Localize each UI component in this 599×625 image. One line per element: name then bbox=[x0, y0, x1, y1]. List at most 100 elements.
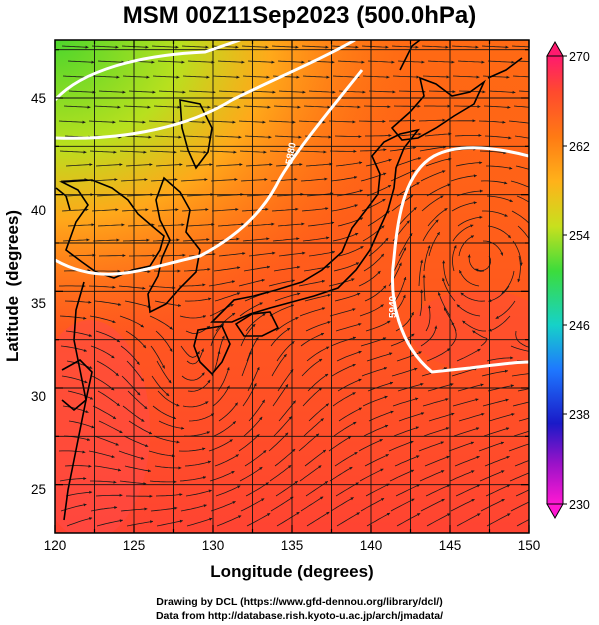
streamline bbox=[426, 183, 451, 197]
streamline bbox=[420, 325, 437, 347]
streamline bbox=[452, 245, 457, 272]
streamline-arrow bbox=[179, 493, 183, 497]
streamline-arrow bbox=[112, 285, 116, 289]
streamline-arrow bbox=[480, 383, 484, 387]
colorbar-tick-label: 238 bbox=[569, 408, 590, 422]
streamline bbox=[240, 179, 268, 182]
streamline-arrow bbox=[387, 105, 391, 109]
streamline bbox=[275, 480, 299, 497]
streamline-arrow bbox=[538, 171, 541, 174]
streamline bbox=[338, 407, 363, 422]
streamline bbox=[482, 399, 509, 407]
streamline-arrow bbox=[443, 367, 448, 371]
streamline-arrow bbox=[83, 150, 87, 154]
streamline-arrow bbox=[114, 178, 118, 182]
streamline bbox=[154, 300, 181, 307]
streamline-arrow bbox=[411, 312, 414, 316]
streamline bbox=[298, 280, 325, 287]
streamline-arrow bbox=[301, 222, 305, 226]
streamline-arrow bbox=[239, 163, 243, 167]
streamline bbox=[483, 427, 510, 437]
colorbar-tick-label: 246 bbox=[569, 319, 590, 333]
streamline-arrow bbox=[383, 367, 387, 370]
streamline-arrow bbox=[361, 60, 365, 64]
streamline-arrow bbox=[235, 45, 239, 49]
streamline bbox=[244, 135, 272, 138]
streamline-arrow bbox=[389, 352, 393, 356]
streamline-arrow bbox=[237, 485, 241, 489]
streamline bbox=[367, 382, 394, 392]
streamline bbox=[121, 45, 149, 48]
streamline bbox=[422, 219, 439, 242]
streamline-arrow bbox=[182, 90, 186, 94]
streamline-arrow bbox=[146, 75, 150, 79]
streamline-arrow bbox=[149, 494, 153, 498]
streamline bbox=[63, 105, 91, 108]
streamline-arrow bbox=[358, 378, 362, 382]
streamline-arrow bbox=[536, 427, 539, 430]
streamline-arrow bbox=[136, 361, 140, 365]
streamline bbox=[60, 179, 88, 182]
streamline-arrow bbox=[264, 178, 268, 182]
streamline-arrow bbox=[420, 259, 424, 263]
streamline bbox=[64, 465, 92, 467]
streamline-arrow bbox=[121, 223, 125, 227]
streamline bbox=[188, 90, 216, 93]
streamline-arrow bbox=[352, 120, 356, 124]
streamline bbox=[365, 483, 390, 497]
streamline bbox=[363, 253, 385, 272]
streamline bbox=[155, 493, 183, 497]
streamline bbox=[187, 379, 211, 392]
streamline bbox=[187, 223, 215, 227]
streamline bbox=[451, 202, 477, 212]
streamline-arrow bbox=[391, 60, 395, 64]
streamline-arrow bbox=[475, 45, 479, 49]
streamline-arrow bbox=[178, 135, 182, 139]
streamline-arrow bbox=[500, 441, 504, 445]
streamline bbox=[361, 367, 388, 377]
streamline bbox=[454, 105, 481, 107]
streamline bbox=[336, 512, 360, 527]
streamline-arrow bbox=[236, 75, 240, 79]
streamline bbox=[306, 511, 330, 527]
streamline-arrow bbox=[354, 176, 358, 179]
streamline bbox=[302, 387, 323, 407]
streamline bbox=[330, 176, 358, 182]
colorbar-min-arrow bbox=[546, 503, 564, 520]
streamline-arrow bbox=[332, 90, 336, 94]
streamline-arrow bbox=[502, 120, 506, 124]
streamline-arrow bbox=[359, 161, 363, 165]
colorbar-bar bbox=[546, 55, 564, 505]
streamline-arrow bbox=[83, 477, 87, 481]
streamline bbox=[149, 480, 177, 483]
streamline bbox=[212, 75, 240, 78]
streamline-arrow bbox=[413, 207, 417, 211]
streamline-arrow bbox=[256, 367, 260, 371]
streamline bbox=[360, 172, 387, 182]
streamline-arrow bbox=[230, 304, 234, 307]
streamline-arrow bbox=[536, 456, 539, 459]
streamline bbox=[151, 209, 179, 212]
streamline bbox=[448, 441, 475, 452]
streamline-arrow bbox=[532, 122, 535, 125]
x-tick-label: 150 bbox=[518, 538, 541, 553]
streamline bbox=[269, 304, 295, 317]
streamline bbox=[152, 405, 177, 419]
streamline bbox=[91, 45, 119, 48]
streamline-arrow bbox=[320, 418, 324, 422]
streamline-arrow bbox=[292, 400, 296, 404]
streamline bbox=[452, 398, 479, 407]
streamline-arrow bbox=[272, 251, 276, 255]
streamline bbox=[517, 60, 529, 62]
streamline bbox=[97, 60, 125, 63]
streamline-arrow bbox=[176, 238, 180, 242]
streamline bbox=[92, 239, 120, 242]
streamline bbox=[517, 255, 521, 283]
streamline-arrow bbox=[327, 265, 330, 269]
streamline bbox=[336, 189, 363, 197]
streamline bbox=[123, 435, 149, 447]
streamline-arrow bbox=[208, 297, 212, 301]
streamline-arrow bbox=[320, 332, 324, 336]
streamline bbox=[215, 164, 243, 167]
streamline bbox=[272, 238, 300, 242]
